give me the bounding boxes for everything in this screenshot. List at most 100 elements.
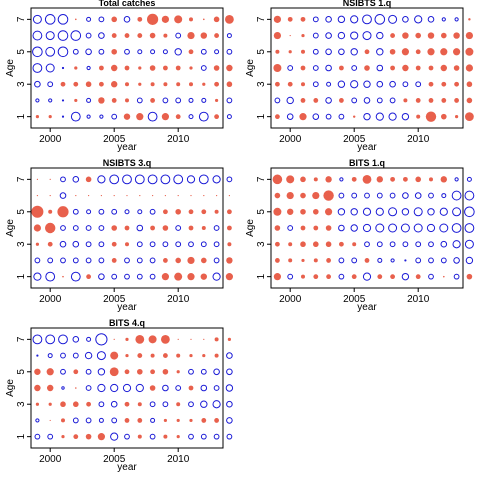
bubble-age5-y2006 bbox=[124, 48, 130, 55]
panel-4: BITS 4.q 2000 2005 2010 1 3 5 7 year Age bbox=[5, 318, 234, 473]
bubble-age6-y2010 bbox=[175, 32, 182, 39]
bubble-age5-y2002 bbox=[72, 208, 79, 215]
bubble-age5-y2004 bbox=[337, 208, 346, 216]
bubble-age5-y2008 bbox=[149, 208, 156, 215]
bubble-age4-y2000 bbox=[45, 63, 55, 73]
bubble-age2-y1999 bbox=[35, 418, 40, 423]
bubble-age4-y2002 bbox=[74, 66, 78, 70]
bubble-age4-y2003 bbox=[86, 65, 91, 71]
bubble-age6-y2003 bbox=[85, 32, 92, 39]
bubble-age2-y2011 bbox=[189, 418, 193, 423]
bubble-age7-y2008 bbox=[148, 335, 157, 344]
bubble-age2-y2006 bbox=[363, 97, 371, 104]
bubble-age4-y2007 bbox=[135, 383, 144, 393]
bubble-age7-y2007 bbox=[376, 176, 383, 183]
bubble-age3-y2004 bbox=[98, 401, 105, 408]
bubble-age5-y2012 bbox=[200, 368, 207, 375]
bubble-age7-y1999 bbox=[272, 174, 283, 185]
bubble-age3-y2013 bbox=[214, 81, 220, 87]
bubble-age5-y2007 bbox=[137, 209, 143, 215]
bubble-age2-y2009 bbox=[162, 97, 169, 104]
bubble-age4-y2014 bbox=[465, 64, 473, 72]
bubble-age3-y2010 bbox=[176, 402, 181, 407]
bubble-age5-y1999 bbox=[34, 368, 41, 375]
x-axis-label: year bbox=[357, 302, 377, 313]
bubble-age4-y2004 bbox=[97, 383, 106, 393]
chart-title: BITS 4.q bbox=[109, 318, 145, 328]
bubble-age4-y2007 bbox=[138, 66, 142, 70]
bubble-age2-y2013 bbox=[453, 257, 460, 264]
bubble-age5-y2014 bbox=[465, 47, 474, 56]
bubble-age1-y2000 bbox=[287, 273, 294, 280]
bubble-age6-y2012 bbox=[441, 193, 447, 199]
bubble-age7-y2013 bbox=[214, 337, 219, 342]
bubble-age4-y2006 bbox=[122, 383, 132, 393]
bubble-age1-y2004 bbox=[338, 113, 345, 120]
bubble-age5-y2007 bbox=[137, 49, 143, 55]
bubble-age7-y2002 bbox=[72, 336, 80, 343]
bubble-age6-y2013 bbox=[453, 32, 460, 39]
bubble-age4-y2006 bbox=[362, 223, 372, 233]
bubble-age4-y2006 bbox=[124, 65, 130, 71]
bubble-age4-y1999 bbox=[33, 224, 42, 232]
bubble-age6-y1999 bbox=[36, 354, 39, 357]
bubble-age2-y2013 bbox=[213, 257, 220, 264]
bubble-age1-y2007 bbox=[375, 112, 384, 121]
x-axis-label: year bbox=[117, 462, 137, 473]
bubble-age3-y2014 bbox=[226, 81, 233, 88]
bubble-age6-y2001 bbox=[301, 33, 305, 38]
bubble-age2-y2007 bbox=[136, 257, 143, 264]
plot-frame bbox=[270, 7, 464, 129]
bubble-age6-y2013 bbox=[216, 194, 218, 197]
bubble-age1-y2004 bbox=[97, 433, 105, 441]
bubble-age6-y2000 bbox=[45, 31, 55, 41]
bubble-age1-y2004 bbox=[338, 273, 345, 280]
bubble-age2-y2006 bbox=[124, 257, 130, 264]
bubble-age3-y2013 bbox=[452, 240, 461, 249]
bubble-age5-y2006 bbox=[124, 369, 130, 375]
bubble-age2-y2002 bbox=[313, 258, 318, 263]
bubble-age1-y2000 bbox=[48, 115, 52, 119]
bubble-age4-y2012 bbox=[200, 384, 208, 392]
bubble-age5-y2012 bbox=[439, 207, 448, 216]
bubble-age5-y2002 bbox=[312, 48, 319, 55]
bubble-age7-y2012 bbox=[440, 176, 447, 183]
bubble-age2-y2006 bbox=[364, 258, 370, 263]
bubble-age3-y2000 bbox=[287, 81, 293, 87]
bubble-age3-y2008 bbox=[389, 80, 396, 88]
bubble-age3-y2011 bbox=[428, 81, 434, 87]
bubble-age2-y2002 bbox=[74, 98, 78, 103]
bubble-age6-y2009 bbox=[402, 192, 409, 199]
bubble-age2-y1999 bbox=[274, 97, 281, 104]
bubble-age4-y2003 bbox=[325, 225, 332, 231]
plot-frame bbox=[30, 7, 224, 129]
bubble-age2-y2007 bbox=[376, 97, 383, 104]
bubble-age4-y2004 bbox=[99, 65, 104, 71]
bubble-age4-y2005 bbox=[350, 224, 358, 232]
bubble-age1-y2013 bbox=[455, 115, 459, 119]
bubble-age6-y2003 bbox=[88, 194, 90, 197]
bubble-age1-y2010 bbox=[175, 114, 181, 120]
bubble-age6-y2010 bbox=[414, 192, 422, 199]
bubble-age2-y2013 bbox=[215, 98, 219, 103]
bubble-age4-y2004 bbox=[338, 224, 345, 232]
bubble-age5-y2011 bbox=[427, 48, 435, 56]
bubble-age3-y2011 bbox=[189, 82, 193, 87]
bubble-age6-y2006 bbox=[124, 33, 130, 38]
bubble-age5-y2008 bbox=[150, 49, 156, 55]
x-tick-label: 2005 bbox=[103, 454, 126, 465]
bubble-age5-y2011 bbox=[427, 208, 435, 216]
y-tick-label: 1 bbox=[16, 113, 27, 119]
bubble-age7-y2005 bbox=[351, 176, 357, 182]
bubble-age7-y2003 bbox=[325, 176, 332, 183]
bubble-age5-y2012 bbox=[200, 48, 207, 55]
bubble-age3-y2007 bbox=[376, 80, 384, 88]
bubble-age5-y2008 bbox=[389, 48, 396, 55]
bubble-age1-y2005 bbox=[110, 432, 119, 441]
bubble-age1-y2008 bbox=[149, 433, 156, 440]
bubble-age4-y2013 bbox=[213, 65, 220, 71]
bubble-age5-y2010 bbox=[174, 48, 182, 56]
bubble-age4-y2006 bbox=[124, 225, 130, 231]
bubble-age7-y2014 bbox=[466, 176, 472, 182]
